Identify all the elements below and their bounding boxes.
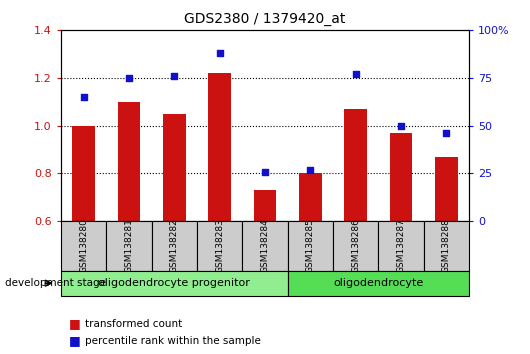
Bar: [118, 102, 140, 221]
Bar: [378, 221, 423, 271]
Point: [215, 50, 224, 56]
Bar: [299, 173, 322, 221]
Bar: [61, 271, 288, 296]
Text: GDS2380 / 1379420_at: GDS2380 / 1379420_at: [184, 12, 346, 27]
Bar: [197, 221, 242, 271]
Text: oligodendrocyte: oligodendrocyte: [333, 278, 423, 288]
Text: GSM138283: GSM138283: [215, 218, 224, 274]
Point: [351, 71, 360, 77]
Text: GSM138281: GSM138281: [125, 218, 134, 274]
Bar: [344, 109, 367, 221]
Bar: [333, 221, 378, 271]
Text: GSM138280: GSM138280: [79, 218, 88, 274]
Text: percentile rank within the sample: percentile rank within the sample: [85, 336, 261, 346]
Text: ■: ■: [69, 318, 81, 330]
Text: GSM138284: GSM138284: [261, 219, 269, 273]
Bar: [72, 126, 95, 221]
Point: [125, 75, 133, 81]
Text: GSM138288: GSM138288: [442, 218, 451, 274]
Bar: [423, 221, 469, 271]
Point: [442, 131, 450, 136]
Bar: [390, 133, 412, 221]
Point: [306, 167, 315, 172]
Point: [397, 123, 405, 129]
Text: GSM138285: GSM138285: [306, 218, 315, 274]
Point: [261, 169, 269, 175]
Text: ■: ■: [69, 334, 81, 347]
Text: GSM138286: GSM138286: [351, 218, 360, 274]
Bar: [288, 271, 469, 296]
Bar: [152, 221, 197, 271]
Text: oligodendrocyte progenitor: oligodendrocyte progenitor: [99, 278, 250, 288]
Bar: [254, 190, 276, 221]
Text: transformed count: transformed count: [85, 319, 182, 329]
Point: [170, 73, 179, 79]
Bar: [288, 221, 333, 271]
Point: [80, 94, 88, 100]
Bar: [242, 221, 288, 271]
Bar: [107, 221, 152, 271]
Bar: [208, 73, 231, 221]
Text: GSM138282: GSM138282: [170, 219, 179, 273]
Text: GSM138287: GSM138287: [396, 218, 405, 274]
Text: development stage: development stage: [5, 278, 107, 288]
Bar: [435, 157, 458, 221]
Bar: [61, 221, 107, 271]
Bar: [163, 114, 186, 221]
